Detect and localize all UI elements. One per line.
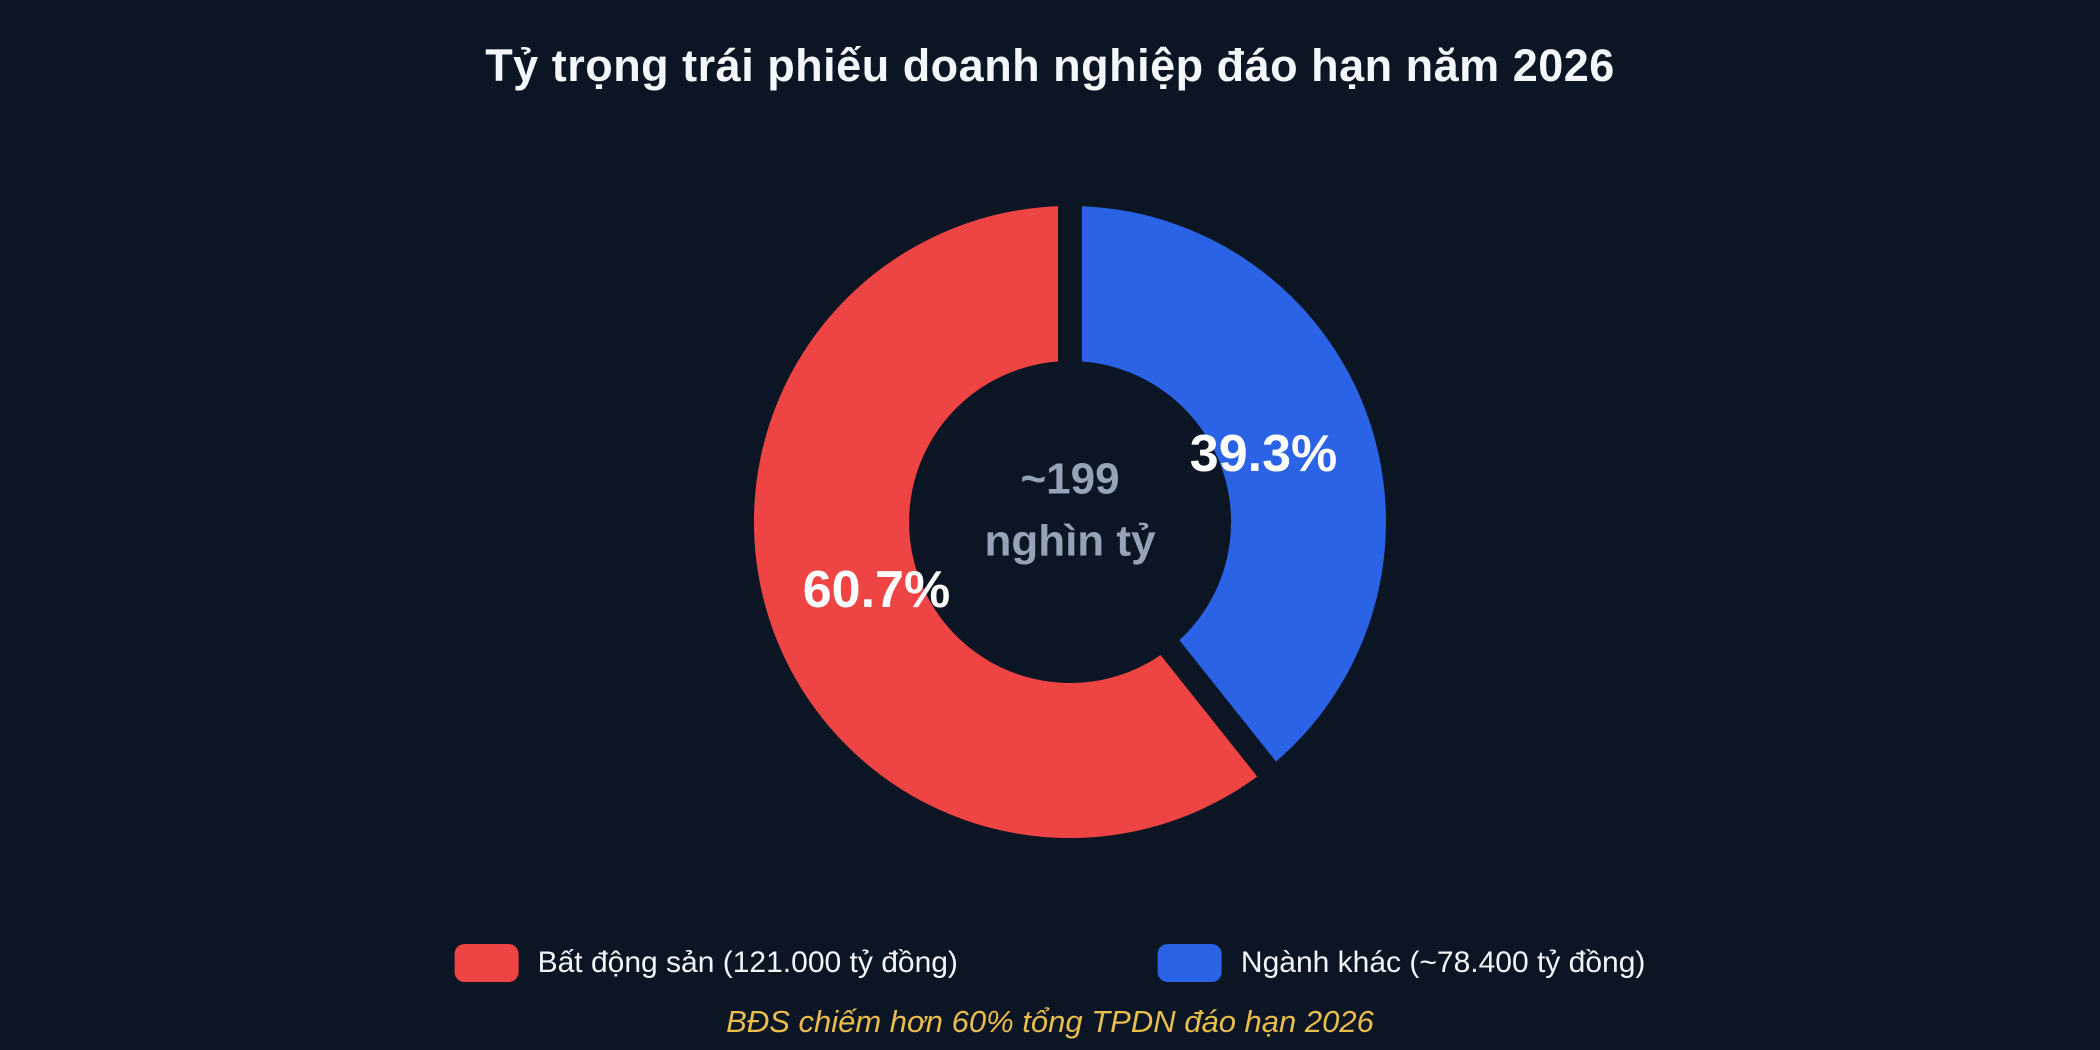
legend-item-bds[interactable]: Bất động sản (121.000 tỷ đồng) bbox=[454, 944, 958, 982]
slice-percent-label-bds: 60.7% bbox=[802, 560, 951, 619]
donut-center-total: ~199 nghìn tỷ bbox=[984, 449, 1155, 574]
chart-footnote: BĐS chiếm hơn 60% tổng TPDN đáo hạn 2026 bbox=[726, 1004, 1374, 1039]
chart-title: Tỷ trọng trái phiếu doanh nghiệp đáo hạn… bbox=[485, 40, 1615, 91]
donut-slice-0[interactable] bbox=[753, 206, 1267, 839]
legend-swatch-nganh-khac bbox=[1157, 944, 1222, 982]
legend-label-nganh-khac: Ngành khác (~78.400 tỷ đồng) bbox=[1240, 946, 1646, 979]
legend-label-bds: Bất động sản (121.000 tỷ đồng) bbox=[537, 946, 958, 979]
slice-percent-label-nganh-khac: 39.3% bbox=[1189, 425, 1338, 484]
chart-legend: Bất động sản (121.000 tỷ đồng) Ngành khá… bbox=[454, 944, 1646, 982]
donut-slice-1[interactable] bbox=[1070, 206, 1386, 770]
legend-item-nganh-khac[interactable]: Ngành khác (~78.400 tỷ đồng) bbox=[1157, 944, 1646, 982]
legend-swatch-bds bbox=[454, 944, 519, 982]
donut-center-total-value: ~199 bbox=[1020, 454, 1120, 504]
donut-center-total-unit: nghìn tỷ bbox=[984, 517, 1156, 566]
slice-divider bbox=[1060, 514, 1280, 782]
